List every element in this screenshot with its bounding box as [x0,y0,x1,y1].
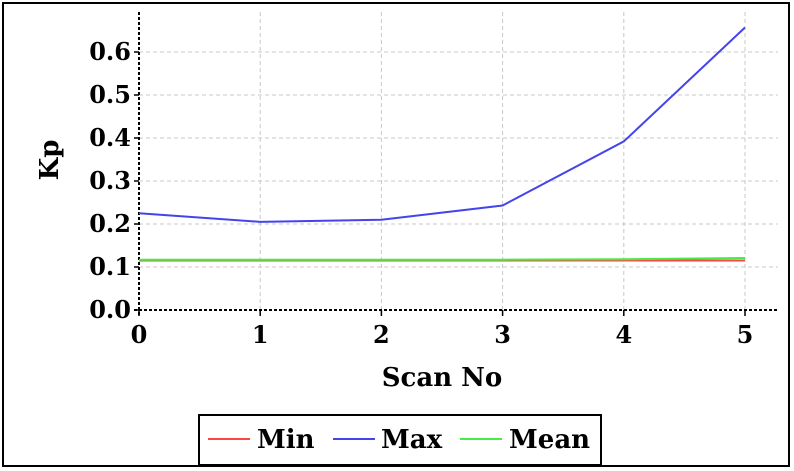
x-tick-label: 4 [615,320,632,349]
x-tick-label: 2 [373,320,390,349]
series-line-mean [139,258,745,260]
legend-label-mean: Mean [509,425,590,455]
legend: Min Max Mean [199,415,601,465]
y-axis-title: Kp [35,140,65,181]
series-line-max [139,27,745,221]
x-axis-title: Scan No [382,363,503,393]
x-tick-label: 3 [494,320,511,349]
x-tick-label: 0 [131,320,148,349]
x-tick-label: 1 [252,320,269,349]
legend-label-max: Max [381,425,443,455]
axes [134,12,778,316]
tick-labels: 0.0 0.1 0.2 0.3 0.4 0.5 0.6 0 1 2 3 4 5 [89,37,753,349]
grid-lines [139,12,778,310]
y-tick-label: 0.0 [89,295,131,324]
y-tick-label: 0.2 [89,209,131,238]
x-tick-label: 5 [737,320,754,349]
y-tick-label: 0.6 [89,37,131,66]
series-lines [139,27,745,260]
legend-label-min: Min [257,425,315,455]
y-tick-label: 0.3 [89,166,131,195]
y-tick-label: 0.4 [89,123,131,152]
y-tick-label: 0.1 [89,252,131,281]
y-tick-label: 0.5 [89,80,131,109]
